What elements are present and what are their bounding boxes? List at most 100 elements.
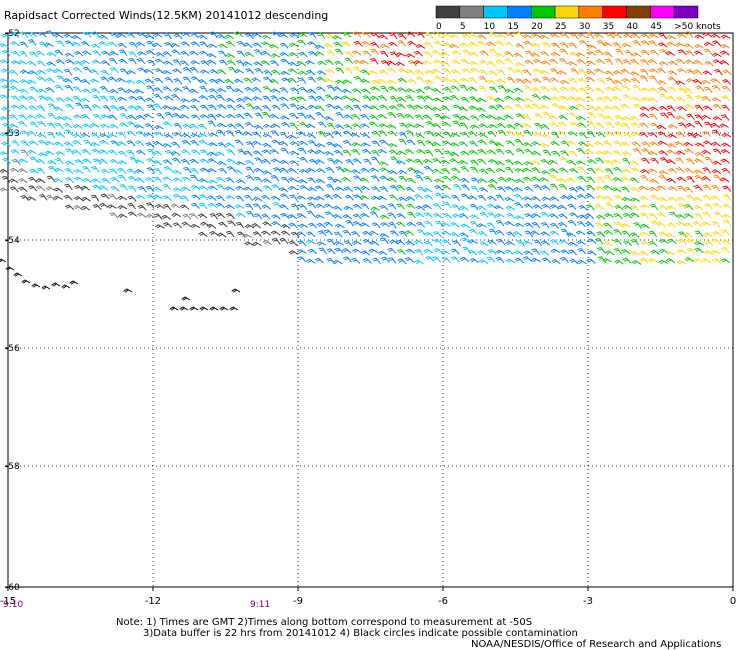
wind-barb <box>20 149 29 157</box>
wind-barb <box>624 49 633 57</box>
wind-barb <box>297 179 308 184</box>
wind-barb <box>344 194 354 201</box>
wind-barb <box>272 201 282 209</box>
wind-barb <box>269 148 280 155</box>
wind-barb <box>460 223 471 229</box>
wind-barb <box>353 194 363 201</box>
wind-barb <box>549 222 559 229</box>
wind-barb <box>235 123 245 130</box>
wind-barb <box>621 196 632 202</box>
x-tick-label: -9 <box>293 596 303 607</box>
wind-barb <box>252 131 262 138</box>
wind-barb <box>658 33 668 40</box>
wind-barb <box>388 105 399 111</box>
wind-barb <box>261 158 271 165</box>
wind-barb <box>720 114 730 121</box>
wind-barb <box>686 132 696 139</box>
wind-barb <box>199 114 210 119</box>
wind-barb <box>100 193 110 200</box>
wind-barb <box>163 60 174 66</box>
wind-barb <box>154 58 165 64</box>
wind-barb <box>570 33 579 40</box>
wind-barb <box>396 203 405 210</box>
wind-barb <box>361 148 372 155</box>
wind-barb <box>693 169 704 174</box>
wind-barb <box>522 69 532 76</box>
wind-barb <box>388 221 397 229</box>
wind-barb <box>224 34 235 40</box>
wind-barb <box>280 103 290 110</box>
wind-barb <box>549 183 559 191</box>
wind-barb <box>567 96 578 102</box>
wind-barb <box>307 177 317 184</box>
wind-barb <box>278 187 289 193</box>
wind-barb <box>413 60 424 65</box>
wind-barb <box>74 184 84 191</box>
wind-barb <box>299 121 309 128</box>
wind-barb <box>182 123 192 129</box>
wind-barb <box>604 58 614 65</box>
wind-barb <box>126 70 136 75</box>
wind-barb <box>396 213 406 219</box>
wind-barb <box>693 184 703 191</box>
wind-barb <box>648 186 659 192</box>
wind-barb <box>53 177 64 183</box>
wind-barb <box>522 256 533 262</box>
wind-barb <box>595 222 604 229</box>
wind-barb <box>488 140 498 146</box>
wind-barb <box>389 239 399 245</box>
wind-barb <box>477 158 487 165</box>
wind-barb <box>389 194 398 201</box>
wind-barb <box>504 221 515 227</box>
wind-barb <box>389 51 399 58</box>
wind-barb <box>18 120 27 127</box>
wind-barb <box>128 57 137 65</box>
wind-barb <box>406 177 416 184</box>
wind-barb <box>350 169 361 174</box>
wind-barb <box>359 123 370 128</box>
wind-barb <box>262 185 273 191</box>
wind-barb <box>287 68 298 74</box>
wind-barb <box>514 103 524 111</box>
wind-barb <box>548 159 558 165</box>
wind-barb <box>531 93 541 100</box>
wind-barb <box>621 116 632 121</box>
wind-barb <box>118 58 128 64</box>
wind-barb <box>314 257 324 264</box>
wind-barb <box>180 41 191 47</box>
wind-barb <box>173 78 183 85</box>
wind-barb <box>109 212 119 219</box>
wind-barb <box>370 86 380 92</box>
wind-barb <box>459 77 470 83</box>
wind-barb <box>549 213 559 219</box>
wind-barb <box>550 42 561 49</box>
wind-barb <box>163 166 173 172</box>
wind-barb <box>10 149 21 155</box>
wind-barb <box>668 60 678 66</box>
wind-barb <box>108 57 118 65</box>
wind-barb <box>270 53 281 58</box>
wind-barb <box>262 239 272 246</box>
wind-barb <box>128 51 138 58</box>
wind-barb <box>433 75 443 82</box>
wind-barb <box>406 203 416 210</box>
wind-barb <box>577 175 587 183</box>
wind-barb <box>711 184 721 192</box>
wind-barb <box>513 30 523 37</box>
wind-barb <box>629 71 640 76</box>
wind-barb <box>135 177 145 184</box>
wind-barb <box>595 186 605 191</box>
wind-barb <box>64 52 75 58</box>
wind-barb <box>289 141 300 146</box>
wind-barb <box>0 78 9 83</box>
wind-barb <box>332 259 343 265</box>
y-tick-label: -58 <box>5 462 20 472</box>
wind-barb <box>101 177 111 184</box>
wind-barb <box>173 33 183 40</box>
wind-barb <box>379 233 390 238</box>
wind-barb <box>298 203 308 210</box>
wind-barb <box>279 167 289 174</box>
wind-barb <box>685 238 696 244</box>
wind-barb <box>586 44 597 49</box>
wind-barb <box>326 122 336 130</box>
